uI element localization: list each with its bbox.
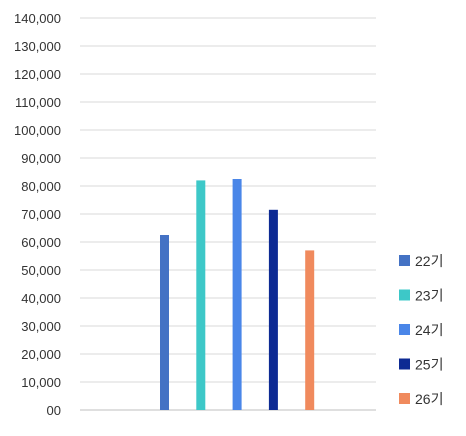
y-tick-label: 50,000 <box>21 263 61 278</box>
y-tick-label: 80,000 <box>21 179 61 194</box>
legend-swatch <box>399 324 410 335</box>
y-axis-ticks: 00 10,000 20,000 30,000 40,000 50,000 60,000 70… <box>14 11 61 418</box>
y-tick-label: 00 <box>47 403 61 418</box>
legend-label: 23기 <box>415 288 443 304</box>
y-tick-label: 90,000 <box>21 151 61 166</box>
bar <box>268 209 278 410</box>
y-tick-label: 120,000 <box>14 67 61 82</box>
legend-label: 25기 <box>415 357 443 373</box>
legend-label: 26기 <box>415 391 443 407</box>
legend-swatch <box>399 358 410 370</box>
y-tick-label: 70,000 <box>21 207 61 222</box>
y-tick-label: 20,000 <box>21 347 61 362</box>
legend-label: 24기 <box>415 322 443 338</box>
bar <box>160 235 169 410</box>
bar <box>196 180 206 410</box>
y-tick-label: 110,000 <box>15 95 61 110</box>
gridlines <box>80 17 376 411</box>
y-tick-label: 10,000 <box>21 375 61 390</box>
y-tick-label: 30,000 <box>21 319 61 334</box>
bar <box>305 250 315 410</box>
legend: 22기 23기 24기 25기 26기 <box>399 253 443 407</box>
legend-label: 22기 <box>415 253 443 269</box>
legend-swatch <box>399 393 410 404</box>
legend-swatch <box>399 255 410 266</box>
legend-swatch <box>399 289 410 301</box>
y-tick-label: 40,000 <box>21 291 61 306</box>
y-tick-label: 100,000 <box>14 123 61 138</box>
y-tick-label: 130,000 <box>14 39 61 54</box>
y-tick-label: 140,000 <box>14 11 61 26</box>
y-tick-label: 60,000 <box>21 235 61 250</box>
bar <box>232 179 242 410</box>
bars <box>160 179 315 410</box>
